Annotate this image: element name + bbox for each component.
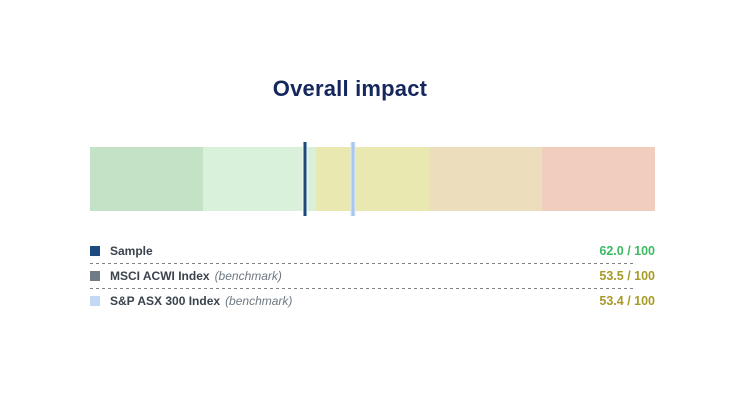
sample-swatch-icon: [90, 246, 100, 256]
legend: Sample 62.0 / 100 MSCI ACWI Index (benchmar…: [90, 239, 655, 313]
sample-marker: [302, 142, 308, 216]
legend-separator: [90, 288, 635, 289]
scale-band-1: [90, 147, 203, 211]
legend-label: Sample: [110, 244, 153, 258]
legend-score-value: 62.0 / 100: [599, 244, 655, 258]
legend-row-msci-acwi-index: MSCI ACWI Index (benchmark) 53.5 / 100: [90, 264, 655, 288]
legend-row-s-p-asx-300-index: S&P ASX 300 Index (benchmark) 53.4 / 100: [90, 289, 655, 313]
scale-band-5: [542, 147, 655, 211]
s-p-asx-300-index-marker: [350, 142, 356, 216]
s-p-asx-300-index-swatch-icon: [90, 296, 100, 306]
impact-scale-bar: [90, 142, 655, 216]
legend-label: MSCI ACWI Index: [110, 269, 210, 283]
legend-label: S&P ASX 300 Index: [110, 294, 221, 308]
legend-score-value: 53.4 / 100: [599, 294, 655, 308]
chart-title: Overall impact: [272, 76, 428, 101]
msci-acwi-index-swatch-icon: [90, 271, 100, 281]
legend-benchmark-qualifier: (benchmark): [225, 294, 293, 308]
legend-separator: [90, 263, 635, 264]
scale-band-4: [429, 147, 542, 211]
scale-band-3: [316, 147, 429, 211]
legend-row-sample: Sample 62.0 / 100: [90, 239, 655, 263]
legend-score-value: 53.5 / 100: [599, 269, 655, 283]
legend-benchmark-qualifier: (benchmark): [214, 269, 282, 283]
scale-band-2: [203, 147, 316, 211]
